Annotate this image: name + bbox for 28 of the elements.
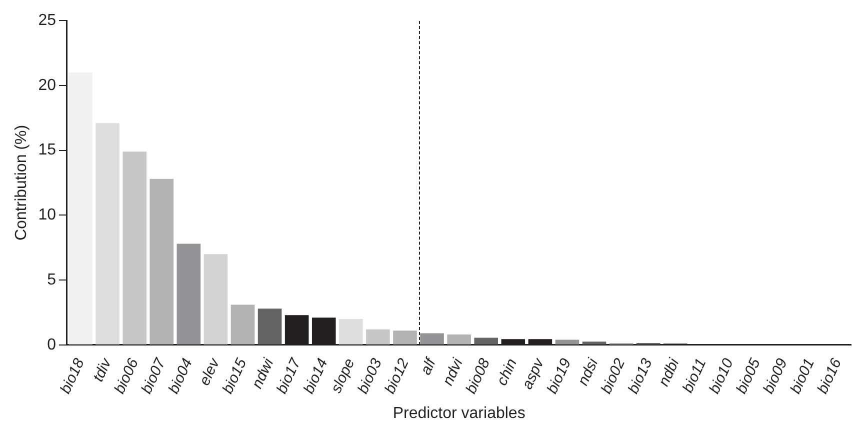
bar <box>258 308 282 344</box>
y-tick-label: 25 <box>38 12 56 30</box>
bar <box>96 123 120 344</box>
bar <box>366 329 390 344</box>
bar <box>393 330 417 344</box>
bar <box>474 338 498 344</box>
bar <box>339 318 363 344</box>
y-axis-title: Contribution (%) <box>13 124 30 241</box>
y-tick-label: 20 <box>38 76 56 94</box>
x-axis-title: Predictor variables <box>392 404 526 422</box>
y-tick-label: 5 <box>47 271 56 288</box>
bar <box>447 334 471 344</box>
y-tick-label: 0 <box>47 336 56 354</box>
bar <box>230 304 255 344</box>
bar <box>555 340 580 344</box>
x-tick-label: alf <box>417 354 440 378</box>
x-tick-label: bio19 <box>544 355 575 396</box>
y-tick-label: 10 <box>38 206 56 224</box>
bar <box>582 342 606 344</box>
x-tick-label: bio18 <box>57 355 88 396</box>
bar <box>150 178 174 344</box>
bar <box>176 244 201 344</box>
y-tick-label: 15 <box>38 142 56 159</box>
x-tick-label: chin <box>494 356 521 388</box>
bar <box>122 152 146 344</box>
bar <box>204 254 228 344</box>
bar <box>68 72 92 344</box>
bar <box>420 333 444 344</box>
